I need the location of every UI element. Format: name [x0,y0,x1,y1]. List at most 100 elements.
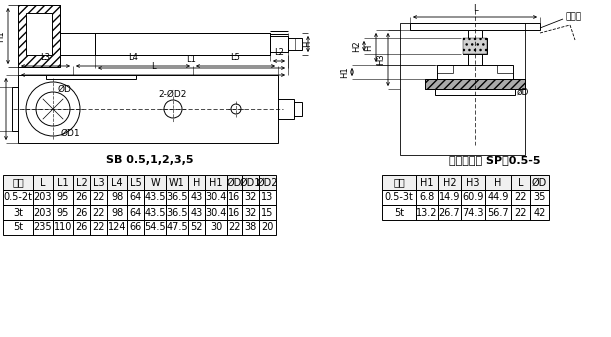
Text: 36.5: 36.5 [166,192,188,203]
Text: H: H [364,44,373,51]
Text: 74.3: 74.3 [463,208,484,217]
Bar [144,175,166,190]
Text: 64: 64 [130,208,142,217]
Bar [188,205,205,220]
Text: 连接件组件 SP－0.5-5: 连接件组件 SP－0.5-5 [449,155,541,165]
Text: 容量: 容量 [393,178,405,187]
Bar [242,175,259,190]
Bar [90,175,107,190]
Text: øD: øD [517,88,529,96]
Text: 35: 35 [533,192,546,203]
Bar [416,175,438,190]
Text: 13.2: 13.2 [416,208,437,217]
Bar [438,190,461,205]
Text: 16: 16 [229,192,241,203]
Text: 95: 95 [57,192,69,203]
Bar [382,205,416,220]
Text: H: H [494,178,502,187]
Text: 15: 15 [262,208,274,217]
Bar [410,23,540,30]
Bar [278,99,294,119]
Text: ØD: ØD [58,85,72,93]
Text: 36.5: 36.5 [166,208,188,217]
Text: 0.5-2t: 0.5-2t [4,192,32,203]
Text: 22: 22 [92,192,104,203]
Text: 43.5: 43.5 [144,192,166,203]
Bar [400,23,525,155]
Bar [3,190,33,205]
Text: 30.4: 30.4 [205,208,227,217]
Bar [3,220,33,235]
Bar [530,205,549,220]
Bar [73,190,90,205]
Bar [437,65,513,79]
Text: 26: 26 [75,208,88,217]
Text: 14.9: 14.9 [439,192,460,203]
Bar [205,220,227,235]
Text: 110: 110 [54,222,72,233]
Bar [18,5,60,67]
Text: 22: 22 [229,222,241,233]
Bar [435,89,515,95]
Text: 22: 22 [514,208,527,217]
Bar [463,38,487,54]
Text: 98: 98 [111,208,123,217]
Bar [90,190,107,205]
Bar [227,205,242,220]
Bar [144,190,166,205]
Bar [127,175,144,190]
Text: 6.8: 6.8 [419,192,434,203]
Bar [438,175,461,190]
Text: ØD1: ØD1 [240,178,261,187]
Text: ØD1: ØD1 [61,128,81,137]
Text: L5: L5 [130,178,141,187]
Text: 13: 13 [262,192,274,203]
Bar [127,220,144,235]
Bar [33,190,53,205]
Text: L2: L2 [76,178,87,187]
Text: 16: 16 [229,208,241,217]
Text: L4: L4 [128,53,138,62]
Text: W: W [0,105,3,113]
Text: 43: 43 [191,208,203,217]
Bar [425,79,525,89]
Bar [188,220,205,235]
Bar [53,205,73,220]
Bar [205,175,227,190]
Bar [461,175,485,190]
Bar [294,102,302,116]
Bar [90,205,107,220]
Bar [382,175,416,190]
Text: 47.5: 47.5 [166,222,188,233]
Text: 54.5: 54.5 [144,222,166,233]
Text: 30.4: 30.4 [205,192,227,203]
Bar [90,220,107,235]
Bar [53,220,73,235]
Bar [242,220,259,235]
Bar [530,175,549,190]
Text: L5: L5 [230,53,241,62]
Bar [205,205,227,220]
Bar [166,190,188,205]
Bar [33,205,53,220]
Text: 5t: 5t [13,222,23,233]
Text: 26: 26 [75,192,88,203]
Text: 44.9: 44.9 [488,192,509,203]
Text: H1: H1 [420,178,434,187]
Bar [33,220,53,235]
Bar [26,13,52,55]
Bar [166,220,188,235]
Text: 30: 30 [210,222,222,233]
Bar [18,5,60,67]
Bar [95,33,270,55]
Bar [288,38,302,50]
Text: ØD: ØD [532,178,547,187]
Text: 32: 32 [244,208,257,217]
Text: ØD2: ØD2 [257,178,278,187]
Text: H: H [303,41,312,47]
Bar [73,205,90,220]
Bar [166,175,188,190]
Text: 43: 43 [191,192,203,203]
Bar [242,205,259,220]
Bar [127,205,144,220]
